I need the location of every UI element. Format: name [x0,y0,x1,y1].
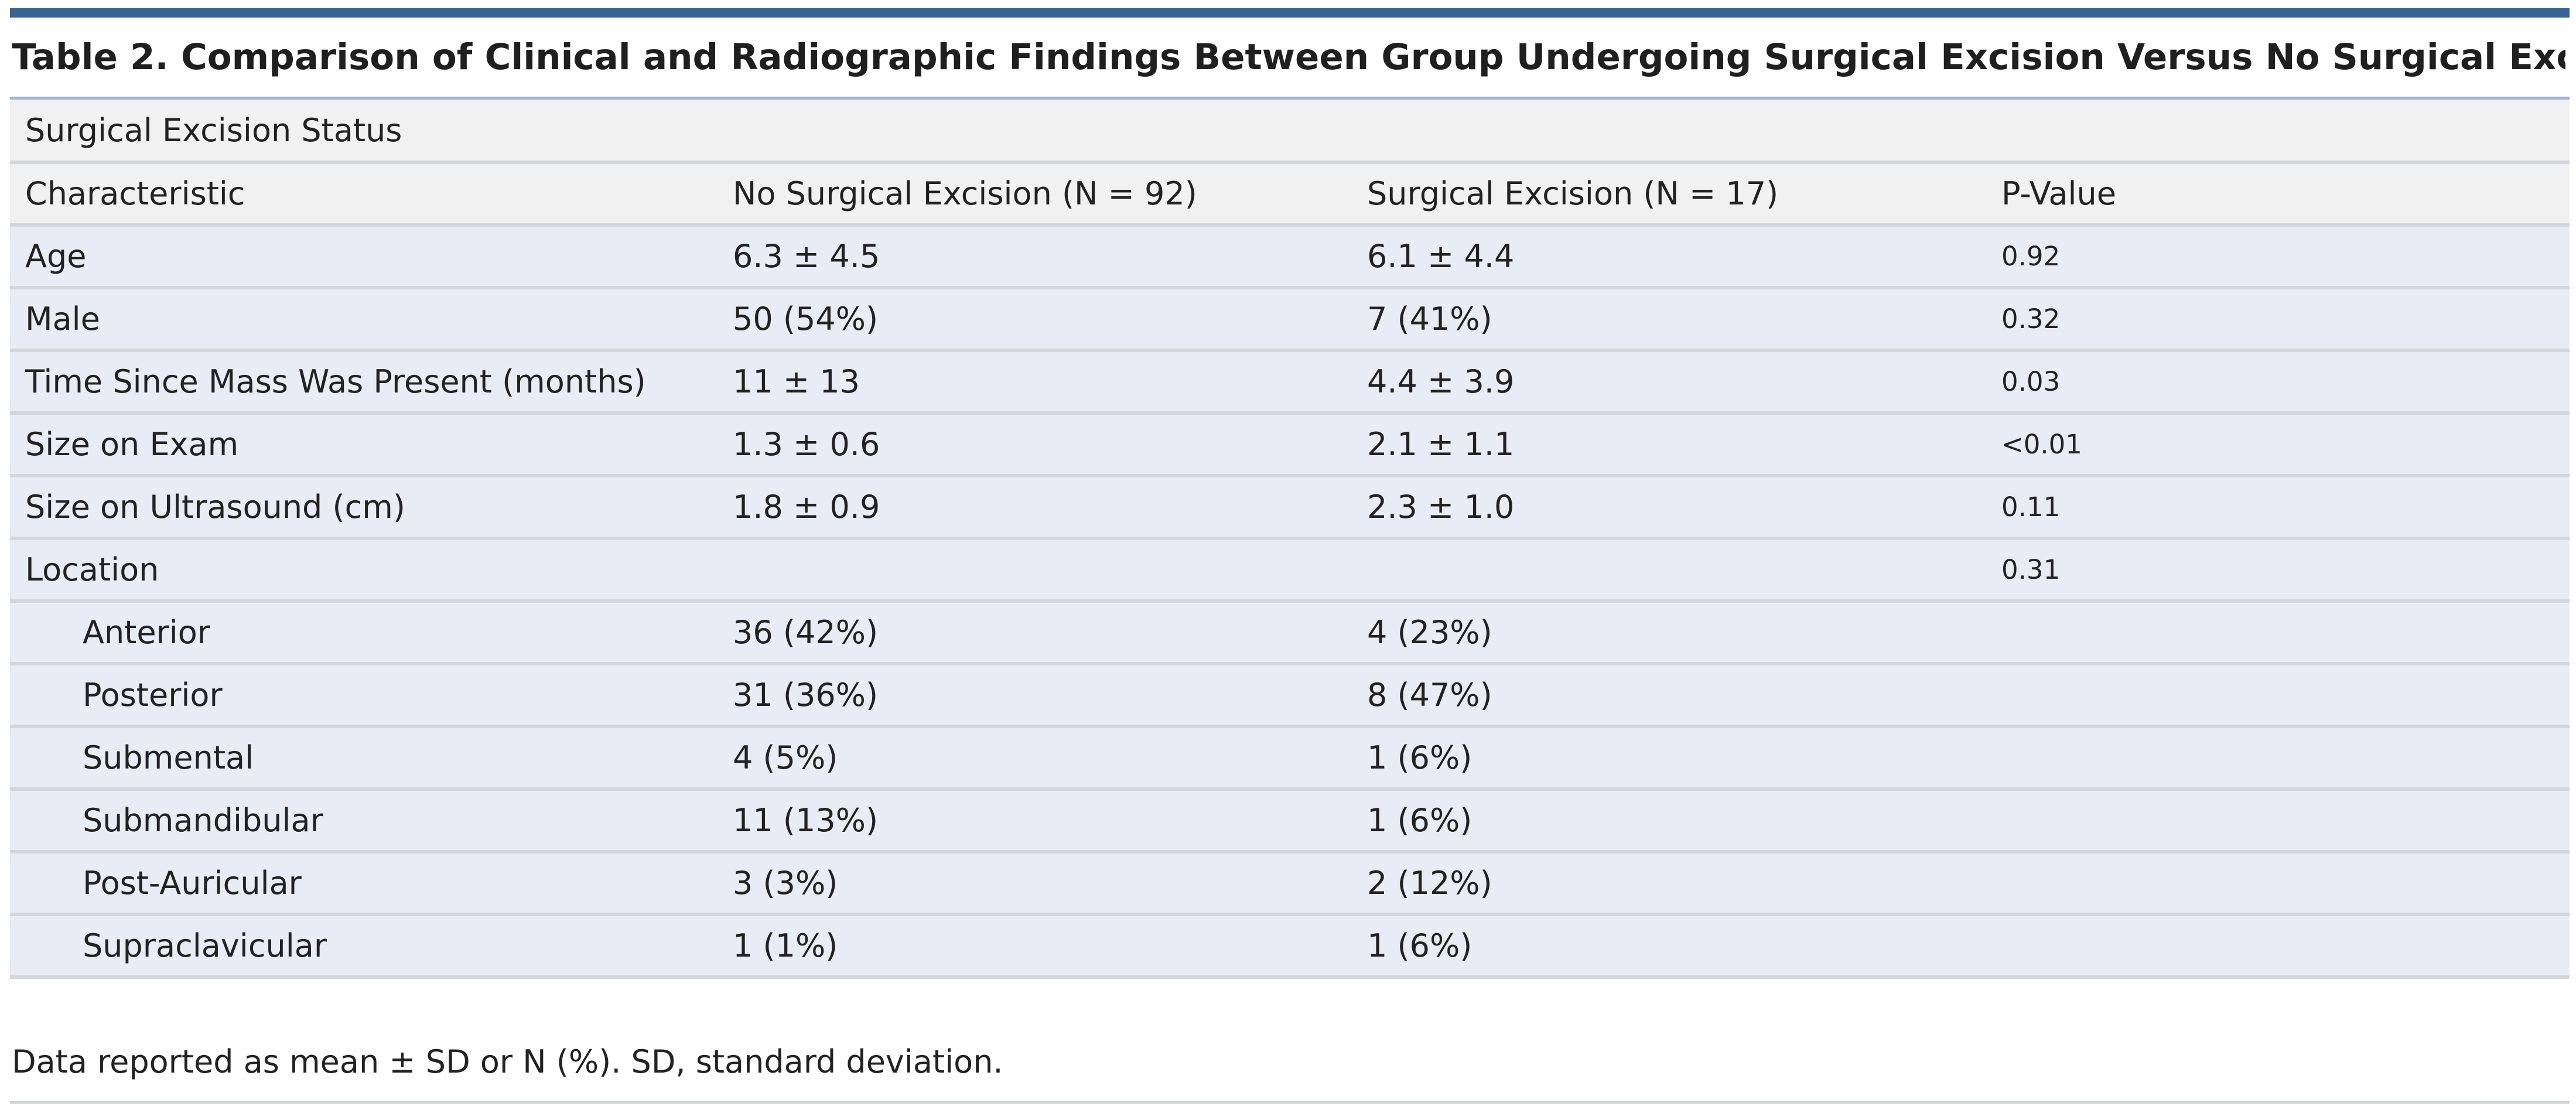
no-excision-cell: 1.3 ± 0.6 [718,413,1352,477]
title-divider [10,97,2570,100]
p-value-cell: 0.11 [1986,476,2570,540]
p-value-cell: 0.32 [1986,288,2570,352]
table-row: Size on Exam 1.3 ± 0.6 2.1 ± 1.1 <0.01 [10,413,2570,477]
p-value-cell [1986,601,2570,665]
characteristic-cell: Post-Auricular [10,852,718,916]
p-value-cell: 0.92 [1986,225,2570,289]
excision-cell: 4.4 ± 3.9 [1352,350,1986,415]
excision-cell: 4 (23%) [1352,601,1986,665]
table-row: Anterior 36 (42%) 4 (23%) [10,601,2570,665]
group-header: Surgical Excision Status [10,100,2570,164]
characteristic-cell: Size on Ultrasound (cm) [10,476,718,540]
p-value-cell: <0.01 [1986,413,2570,477]
no-excision-cell: 3 (3%) [718,852,1352,916]
p-value-cell [1986,852,2570,916]
column-header-characteristic: Characteristic [10,162,718,227]
excision-cell: 2.3 ± 1.0 [1352,476,1986,540]
excision-cell: 1 (6%) [1352,914,1986,979]
no-excision-cell: 1 (1%) [718,914,1352,979]
no-excision-cell: 4 (5%) [718,726,1352,791]
characteristic-cell: Posterior [10,664,718,728]
no-excision-cell: 6.3 ± 4.5 [718,225,1352,289]
no-excision-cell: 50 (54%) [718,288,1352,352]
p-value-cell [1986,789,2570,853]
table-row: Post-Auricular 3 (3%) 2 (12%) [10,852,2570,916]
p-value-cell [1986,914,2570,979]
no-excision-cell: 11 ± 13 [718,350,1352,415]
excision-cell: 1 (6%) [1352,789,1986,853]
table-row: Time Since Mass Was Present (months) 11 … [10,350,2570,415]
excision-cell: 6.1 ± 4.4 [1352,225,1986,289]
p-value-cell [1986,726,2570,791]
characteristic-cell: Size on Exam [10,413,718,477]
table-row: Posterior 31 (36%) 8 (47%) [10,664,2570,728]
characteristic-cell: Age [10,225,718,289]
bottom-divider [10,1101,2570,1104]
column-header-excision: Surgical Excision (N = 17) [1352,162,1986,227]
no-excision-cell: 11 (13%) [718,789,1352,853]
characteristic-cell: Male [10,288,718,352]
table-title: Table 2. Comparison of Clinical and Radi… [12,36,2565,78]
characteristic-cell: Anterior [10,601,718,665]
table-row: Submandibular 11 (13%) 1 (6%) [10,789,2570,853]
table-row: Location 0.31 [10,538,2570,603]
no-excision-cell: 36 (42%) [718,601,1352,665]
table-row: Size on Ultrasound (cm) 1.8 ± 0.9 2.3 ± … [10,476,2570,540]
p-value-cell [1986,664,2570,728]
p-value-cell: 0.03 [1986,350,2570,415]
excision-cell [1352,538,1986,603]
table-footnote: Data reported as mean ± SD or N (%). SD,… [12,1043,1003,1080]
column-header-row: Characteristic No Surgical Excision (N =… [10,162,2570,227]
excision-cell: 2 (12%) [1352,852,1986,916]
excision-cell: 1 (6%) [1352,726,1986,791]
no-excision-cell: 1.8 ± 0.9 [718,476,1352,540]
excision-cell: 2.1 ± 1.1 [1352,413,1986,477]
characteristic-cell: Submental [10,726,718,791]
p-value-cell: 0.31 [1986,538,2570,603]
table-row: Submental 4 (5%) 1 (6%) [10,726,2570,791]
no-excision-cell [718,538,1352,603]
characteristic-cell: Supraclavicular [10,914,718,979]
top-accent-bar [10,8,2570,18]
characteristic-cell: Submandibular [10,789,718,853]
no-excision-cell: 31 (36%) [718,664,1352,728]
column-header-no-excision: No Surgical Excision (N = 92) [718,162,1352,227]
column-header-p-value: P-Value [1986,162,2570,227]
table-row: Male 50 (54%) 7 (41%) 0.32 [10,288,2570,352]
table-row: Supraclavicular 1 (1%) 1 (6%) [10,914,2570,979]
comparison-table: Surgical Excision Status Characteristic … [10,100,2570,979]
table-row: Age 6.3 ± 4.5 6.1 ± 4.4 0.92 [10,225,2570,289]
group-header-row: Surgical Excision Status [10,100,2570,164]
characteristic-cell: Location [10,538,718,603]
excision-cell: 8 (47%) [1352,664,1986,728]
characteristic-cell: Time Since Mass Was Present (months) [10,350,718,415]
excision-cell: 7 (41%) [1352,288,1986,352]
